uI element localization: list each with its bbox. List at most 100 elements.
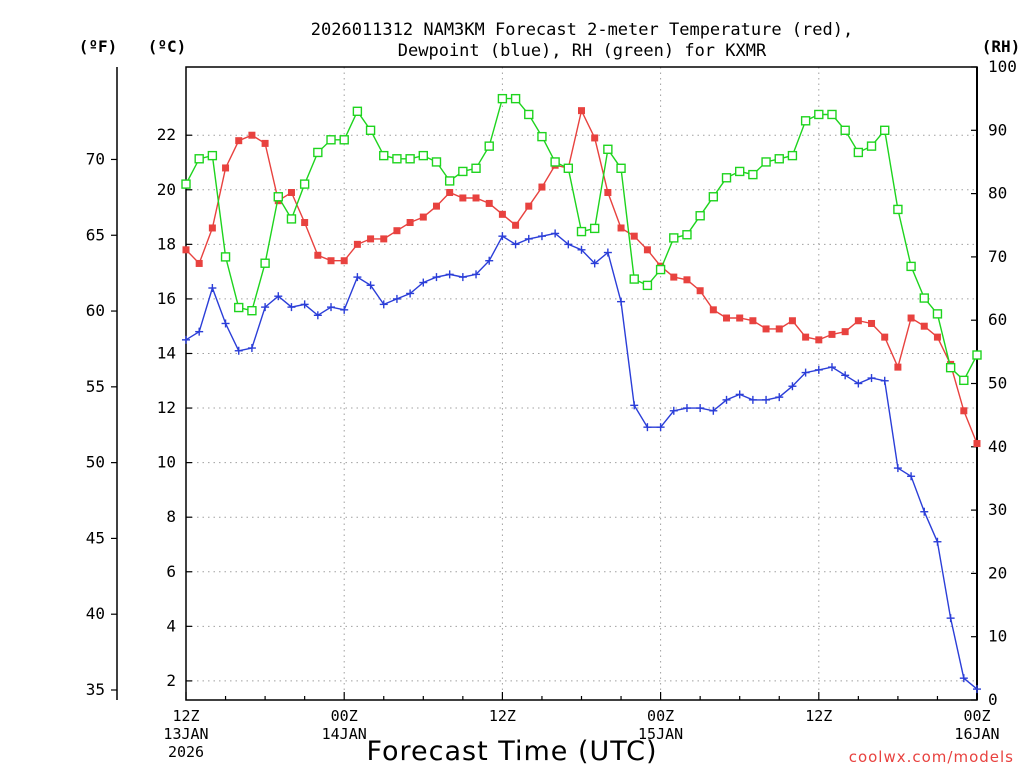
rh-point	[893, 204, 903, 215]
rh-point	[273, 192, 283, 202]
rh-point	[405, 154, 415, 164]
temperature-point	[432, 202, 440, 210]
x-tick-label: 16JAN	[954, 725, 999, 743]
rh-point	[866, 141, 877, 151]
rh-point	[840, 125, 850, 136]
temperature-point	[261, 139, 269, 147]
celsius-tick-label: 18	[157, 234, 176, 253]
temperature-point	[709, 306, 717, 314]
temperature-point	[868, 319, 876, 327]
celsius-tick-label: 20	[157, 180, 176, 199]
dewpoint-point	[379, 300, 388, 309]
dewpoint-point	[498, 232, 507, 241]
temperature-point	[512, 221, 520, 229]
temperature-point	[973, 440, 981, 448]
x-tick-label: 12Z	[489, 707, 516, 725]
x-tick-label: 00Z	[963, 707, 990, 725]
dewpoint-point	[551, 229, 560, 238]
rh-point	[642, 280, 653, 291]
fahrenheit-tick-label: 50	[86, 453, 105, 472]
dewpoint-point	[709, 406, 718, 415]
temperature-point	[604, 189, 612, 197]
rh-point	[379, 150, 389, 161]
rh-point	[563, 163, 574, 173]
rh-point	[708, 192, 719, 202]
rh-point	[286, 214, 297, 224]
dewpoint-point	[603, 248, 612, 257]
rh-point	[247, 306, 257, 316]
dewpoint-point	[432, 273, 441, 282]
rh-point	[629, 274, 639, 284]
dewpoint-point	[722, 395, 731, 404]
fahrenheit-tick-label: 40	[86, 604, 105, 623]
x-axis-title: Forecast Time (UTC)	[366, 736, 657, 767]
rh-point	[669, 233, 679, 243]
dewpoint-point	[564, 240, 573, 249]
temperature-point	[683, 276, 691, 284]
dewpoint-point	[287, 303, 296, 312]
temperature-point	[749, 317, 757, 325]
rh-point	[735, 166, 745, 177]
rh-point	[761, 157, 771, 167]
rh-point	[339, 135, 349, 145]
chart-title-line-2: Dewpoint (blue), RH (green) for KXMR	[398, 41, 767, 61]
dewpoint-point	[669, 406, 678, 415]
dewpoint-point	[537, 232, 546, 241]
rh-tick-label: 80	[988, 184, 1007, 203]
rh-point	[550, 157, 560, 167]
rh-point	[260, 258, 270, 268]
dewpoint-point	[261, 303, 270, 312]
dewpoint-point	[801, 368, 810, 377]
x-tick-label: 2026	[168, 743, 204, 761]
dewpoint-point	[247, 344, 256, 353]
rh-tick-label: 10	[988, 627, 1007, 646]
rh-point	[431, 157, 442, 167]
dewpoint-point	[300, 300, 309, 309]
dewpoint-point	[748, 395, 757, 404]
temperature-point	[775, 325, 783, 333]
rh-point	[774, 154, 784, 164]
temperature-point	[630, 232, 638, 240]
dewpoint-point	[313, 311, 322, 320]
rh-point	[959, 375, 969, 386]
dewpoint-point	[472, 270, 481, 279]
temperature-point	[498, 210, 506, 218]
rh-point	[787, 150, 798, 161]
rh-point	[682, 230, 692, 240]
temperature-point	[287, 189, 295, 197]
dewpoint-point	[933, 537, 942, 546]
fahrenheit-tick-label: 60	[86, 301, 105, 320]
series-line-temperature	[185, 108, 978, 444]
rh-point	[906, 261, 916, 272]
temperature-point	[459, 194, 467, 202]
rh-point	[655, 264, 666, 275]
credit-text: coolwx.com/models	[849, 748, 1014, 766]
rh-point	[800, 116, 811, 126]
dewpoint-point	[880, 376, 889, 385]
rh-point	[299, 179, 310, 189]
dewpoint-point	[340, 305, 349, 314]
rh-point	[880, 125, 890, 136]
temperature-point	[881, 333, 889, 341]
celsius-tick-label: 12	[157, 398, 176, 417]
dewpoint-point	[762, 395, 771, 404]
temperature-point	[419, 213, 427, 221]
temperature-point	[485, 199, 493, 207]
temperature-point	[353, 240, 361, 248]
rh-point	[932, 309, 943, 319]
rh-tick-label: 30	[988, 500, 1007, 519]
rh-point	[234, 302, 244, 313]
series-line-rh	[185, 97, 978, 382]
rh-point	[444, 176, 455, 186]
temperature-point	[380, 235, 388, 243]
rh-point	[484, 141, 494, 151]
celsius-tick-label: 2	[166, 671, 176, 690]
temperature-point	[907, 314, 915, 322]
fahrenheit-tick-label: 65	[86, 225, 105, 244]
temperature-point	[617, 224, 625, 232]
dewpoint-point	[221, 319, 230, 328]
fahrenheit-tick-label: 70	[86, 149, 105, 168]
temperature-point	[828, 330, 836, 338]
temperature-point	[815, 336, 823, 344]
rh-point	[748, 169, 758, 180]
